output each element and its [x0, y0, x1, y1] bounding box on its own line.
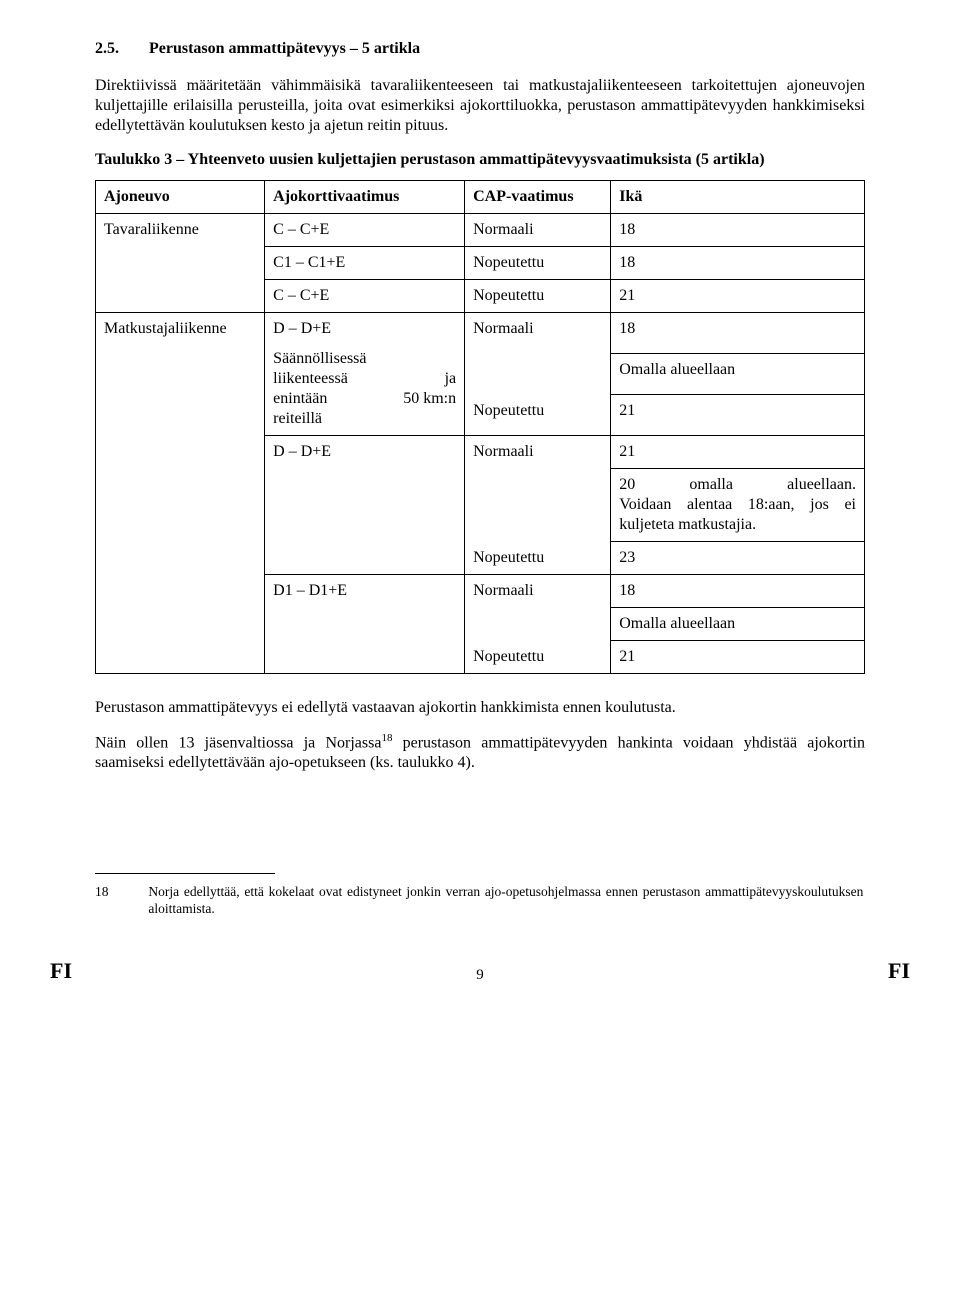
- footer-left: FI: [50, 958, 72, 984]
- cell-age: Omalla alueellaan: [611, 354, 865, 395]
- table-row: Tavaraliikenne C – C+E Normaali 18: [96, 214, 865, 247]
- cell-text: D – D+E: [273, 319, 456, 339]
- requirements-table: Ajoneuvo Ajokorttivaatimus CAP-vaatimus …: [95, 180, 865, 674]
- page-number: 9: [476, 967, 484, 984]
- table-row: C1 – C1+E Nopeutettu 18: [96, 247, 865, 280]
- footer-right: FI: [888, 958, 910, 984]
- heading-title: Perustason ammattipätevyys – 5 artikla: [149, 40, 420, 57]
- cell-cap: Nopeutettu: [465, 542, 611, 575]
- cell-age: 18: [611, 214, 865, 247]
- cell-cap: Normaali: [465, 313, 611, 354]
- paragraph-2: Perustason ammattipätevyys ei edellytä v…: [95, 698, 865, 718]
- page-content: 2.5. Perustason ammattipätevyys – 5 arti…: [0, 0, 960, 958]
- cell-license: C1 – C1+E: [265, 247, 465, 280]
- header-cap: CAP-vaatimus: [465, 181, 611, 214]
- header-license: Ajokorttivaatimus: [265, 181, 465, 214]
- cell-license: C – C+E: [265, 280, 465, 313]
- cell-age: 18: [611, 313, 865, 354]
- cell-age: 21: [611, 436, 865, 469]
- cell-license: D – D+E Säännöllisessä liikenteessä ja e…: [265, 313, 465, 436]
- footnote-ref: 18: [381, 732, 392, 744]
- header-age: Ikä: [611, 181, 865, 214]
- table-row: C – C+E Nopeutettu 21: [96, 280, 865, 313]
- cell-license: C – C+E: [265, 214, 465, 247]
- cell-text: Säännöllisessä liikenteessä ja enintään …: [273, 349, 456, 429]
- cell-cap: Nopeutettu: [465, 247, 611, 280]
- section-heading: 2.5. Perustason ammattipätevyys – 5 arti…: [95, 40, 865, 58]
- cell-age: 23: [611, 542, 865, 575]
- cell-age: 21: [611, 641, 865, 674]
- header-vehicle: Ajoneuvo: [96, 181, 265, 214]
- cell-age: 20 omalla alueellaan. Voidaan alentaa 18…: [611, 469, 865, 542]
- cell-empty: [465, 469, 611, 542]
- cell-cap: Normaali: [465, 436, 611, 469]
- cell-empty: [465, 608, 611, 641]
- cell-age: 18: [611, 247, 865, 280]
- cell-empty: [96, 247, 265, 280]
- cell-license: D – D+E: [265, 436, 465, 575]
- cell-age: 21: [611, 280, 865, 313]
- cell-empty: [465, 354, 611, 395]
- paragraph-3: Näin ollen 13 jäsenvaltiossa ja Norjassa…: [95, 732, 865, 773]
- cell-cap: Normaali: [465, 214, 611, 247]
- footnote: 18 Norja edellyttää, että kokelaat ovat …: [95, 884, 865, 918]
- table-title: Taulukko 3 – Yhteenveto uusien kuljettaj…: [95, 150, 865, 170]
- paragraph-1: Direktiivissä määritetään vähimmäisikä t…: [95, 76, 865, 136]
- cell-age: 18: [611, 575, 865, 608]
- cell-age: 21: [611, 395, 865, 436]
- cell-age: Omalla alueellaan: [611, 608, 865, 641]
- footnote-separator: [95, 873, 275, 874]
- cell-vehicle: Matkustajaliikenne: [96, 313, 265, 674]
- text: Näin ollen 13 jäsenvaltiossa ja Norjassa: [95, 734, 381, 751]
- heading-number: 2.5.: [95, 40, 145, 58]
- cell-cap: Nopeutettu: [465, 395, 611, 436]
- cell-cap: Normaali: [465, 575, 611, 608]
- cell-empty: [96, 280, 265, 313]
- cell-cap: Nopeutettu: [465, 641, 611, 674]
- cell-vehicle: Tavaraliikenne: [96, 214, 265, 247]
- table-header-row: Ajoneuvo Ajokorttivaatimus CAP-vaatimus …: [96, 181, 865, 214]
- footnote-text: Norja edellyttää, että kokelaat ovat edi…: [148, 884, 863, 918]
- cell-cap: Nopeutettu: [465, 280, 611, 313]
- footnote-number: 18: [95, 884, 145, 901]
- page-footer: FI 9 FI: [0, 958, 960, 1004]
- cell-license: D1 – D1+E: [265, 575, 465, 674]
- table-row: Matkustajaliikenne D – D+E Säännöllisess…: [96, 313, 865, 354]
